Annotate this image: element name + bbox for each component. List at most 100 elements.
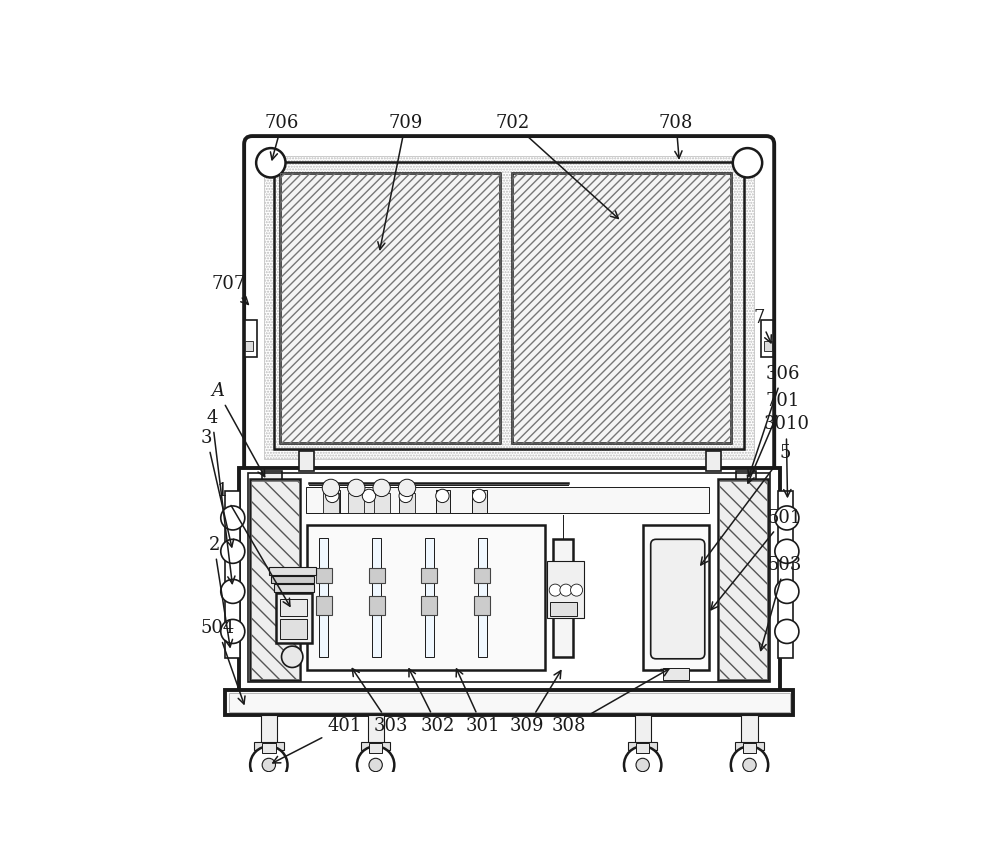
Text: 301: 301 bbox=[456, 669, 500, 735]
Text: 303: 303 bbox=[352, 668, 408, 735]
Bar bbox=[374, 493, 390, 513]
Circle shape bbox=[636, 759, 649, 772]
Circle shape bbox=[326, 489, 339, 503]
Circle shape bbox=[571, 584, 583, 596]
Bar bbox=[474, 568, 490, 583]
Bar bbox=[372, 538, 381, 657]
Circle shape bbox=[373, 479, 390, 497]
Bar bbox=[262, 472, 282, 490]
Bar bbox=[512, 173, 731, 443]
Bar bbox=[280, 173, 500, 443]
Circle shape bbox=[775, 619, 799, 643]
Bar bbox=[736, 472, 756, 490]
Bar bbox=[250, 479, 300, 681]
Circle shape bbox=[221, 619, 245, 643]
Circle shape bbox=[221, 539, 245, 564]
Bar bbox=[719, 480, 767, 679]
Circle shape bbox=[221, 579, 245, 603]
Bar bbox=[369, 568, 385, 583]
Bar bbox=[271, 576, 314, 583]
Bar bbox=[436, 490, 450, 513]
Bar bbox=[248, 473, 770, 682]
Bar bbox=[706, 451, 721, 472]
Bar bbox=[307, 525, 545, 670]
Text: 708: 708 bbox=[659, 114, 693, 159]
Bar bbox=[369, 743, 382, 753]
Bar bbox=[636, 743, 649, 753]
Bar bbox=[553, 539, 573, 657]
Text: A: A bbox=[211, 382, 265, 477]
Text: 306: 306 bbox=[748, 365, 800, 476]
Circle shape bbox=[256, 148, 286, 178]
Text: 709: 709 bbox=[378, 114, 423, 250]
Circle shape bbox=[221, 506, 245, 530]
Text: 702: 702 bbox=[495, 114, 618, 218]
Circle shape bbox=[775, 539, 799, 564]
Bar bbox=[663, 668, 689, 681]
Bar bbox=[474, 596, 490, 615]
Circle shape bbox=[731, 746, 768, 784]
Bar bbox=[323, 493, 339, 513]
Bar bbox=[306, 486, 709, 513]
Bar bbox=[743, 743, 756, 753]
Bar bbox=[269, 567, 316, 576]
Bar bbox=[735, 741, 764, 750]
Text: 7: 7 bbox=[754, 309, 771, 342]
Circle shape bbox=[348, 479, 365, 497]
Bar bbox=[225, 492, 240, 658]
Text: 1: 1 bbox=[217, 482, 290, 606]
FancyBboxPatch shape bbox=[651, 539, 705, 659]
Circle shape bbox=[549, 584, 561, 596]
Text: 504: 504 bbox=[200, 619, 245, 704]
Text: 2: 2 bbox=[208, 536, 233, 647]
Bar bbox=[245, 342, 253, 351]
Bar bbox=[280, 619, 307, 639]
Circle shape bbox=[399, 489, 412, 503]
Bar bbox=[348, 493, 364, 513]
Bar bbox=[280, 173, 500, 443]
Text: 401: 401 bbox=[273, 717, 361, 763]
Bar bbox=[512, 173, 731, 443]
Text: 309: 309 bbox=[510, 671, 561, 735]
Circle shape bbox=[398, 479, 416, 497]
Text: 707: 707 bbox=[212, 276, 248, 304]
Bar bbox=[643, 525, 709, 670]
Bar bbox=[264, 156, 754, 460]
Circle shape bbox=[262, 759, 276, 772]
Bar bbox=[741, 715, 758, 743]
Text: 3010: 3010 bbox=[763, 415, 809, 497]
Circle shape bbox=[362, 489, 376, 503]
Bar bbox=[229, 693, 790, 712]
Bar bbox=[718, 479, 768, 681]
Bar bbox=[369, 596, 385, 615]
Text: 4: 4 bbox=[206, 409, 235, 583]
Circle shape bbox=[560, 584, 572, 596]
Bar bbox=[274, 162, 744, 449]
Bar bbox=[362, 490, 377, 513]
Bar bbox=[316, 568, 332, 583]
Bar bbox=[550, 603, 577, 616]
Bar bbox=[262, 743, 276, 753]
Bar bbox=[421, 568, 437, 583]
Circle shape bbox=[733, 148, 762, 178]
Bar bbox=[547, 562, 584, 618]
Bar bbox=[225, 689, 793, 715]
Bar bbox=[326, 490, 340, 513]
Circle shape bbox=[357, 746, 394, 784]
Bar bbox=[245, 320, 257, 356]
Circle shape bbox=[369, 759, 382, 772]
Bar bbox=[472, 490, 487, 513]
Circle shape bbox=[282, 646, 303, 668]
Bar bbox=[316, 596, 332, 615]
Text: 308: 308 bbox=[552, 669, 669, 735]
Bar bbox=[399, 490, 414, 513]
Bar bbox=[425, 538, 434, 657]
Bar bbox=[478, 538, 487, 657]
Bar bbox=[239, 468, 780, 692]
Bar bbox=[254, 741, 284, 750]
Circle shape bbox=[322, 479, 340, 497]
Bar bbox=[399, 493, 415, 513]
Circle shape bbox=[775, 579, 799, 603]
Text: 706: 706 bbox=[265, 114, 299, 160]
Bar bbox=[251, 480, 299, 679]
